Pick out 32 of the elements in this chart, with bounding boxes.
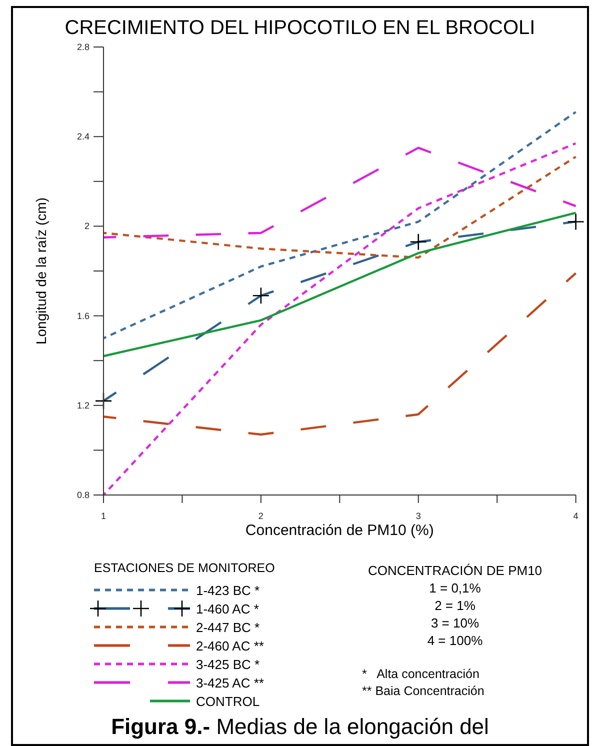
legend-label: 3-425 BC * xyxy=(196,657,260,672)
text: * Alta concentración xyxy=(362,667,480,681)
x-tick-label: 1 xyxy=(100,511,106,521)
y-tick-label: 0.8 xyxy=(76,490,90,500)
legend-label: 1-460 AC * xyxy=(196,602,259,616)
y-tick-label: 1.2 xyxy=(76,400,90,410)
y-tick-label: 1.6 xyxy=(76,310,90,321)
y-tick-label: 2.8 xyxy=(76,42,90,52)
text: ** Baia Concentración xyxy=(362,684,484,698)
legend-label: 3-425 AC ** xyxy=(196,676,264,690)
x-tick-label: 3 xyxy=(416,511,421,521)
line-series xyxy=(102,156,577,259)
y-tick-label: 2.4 xyxy=(76,132,90,142)
text: 3 = 10% xyxy=(430,616,480,630)
legend-label: CONTROL xyxy=(196,694,260,709)
chart-title: CRECIMIENTO DEL HIPOCOTILO EN EL BROCOLI xyxy=(64,17,536,39)
line-series xyxy=(102,212,577,358)
y-tick-label: 2 xyxy=(84,221,90,232)
legend-label: 1-423 BC * xyxy=(196,583,260,598)
x-tick-label: 4 xyxy=(573,511,578,521)
legend-title: ESTACIONES DE MONITOREO xyxy=(94,561,276,575)
text: CONCENTRACIÓN DE PM10 xyxy=(368,563,542,578)
legend-label: 2-460 AC ** xyxy=(196,638,264,654)
text: 4 = 100% xyxy=(427,633,484,648)
y-axis-title: Longitud de la raíz (cm) xyxy=(33,197,49,345)
text: 2 = 1% xyxy=(434,598,476,613)
text: Figura 9.- Medias de la elongación del xyxy=(111,714,489,739)
line-series xyxy=(102,110,577,340)
legend-label: 2-447 BC * xyxy=(196,620,260,635)
x-tick-label: 2 xyxy=(258,511,264,521)
text: 1 = 0,1% xyxy=(429,580,482,596)
x-axis-title: Concentración de PM10 (%) xyxy=(245,522,434,539)
